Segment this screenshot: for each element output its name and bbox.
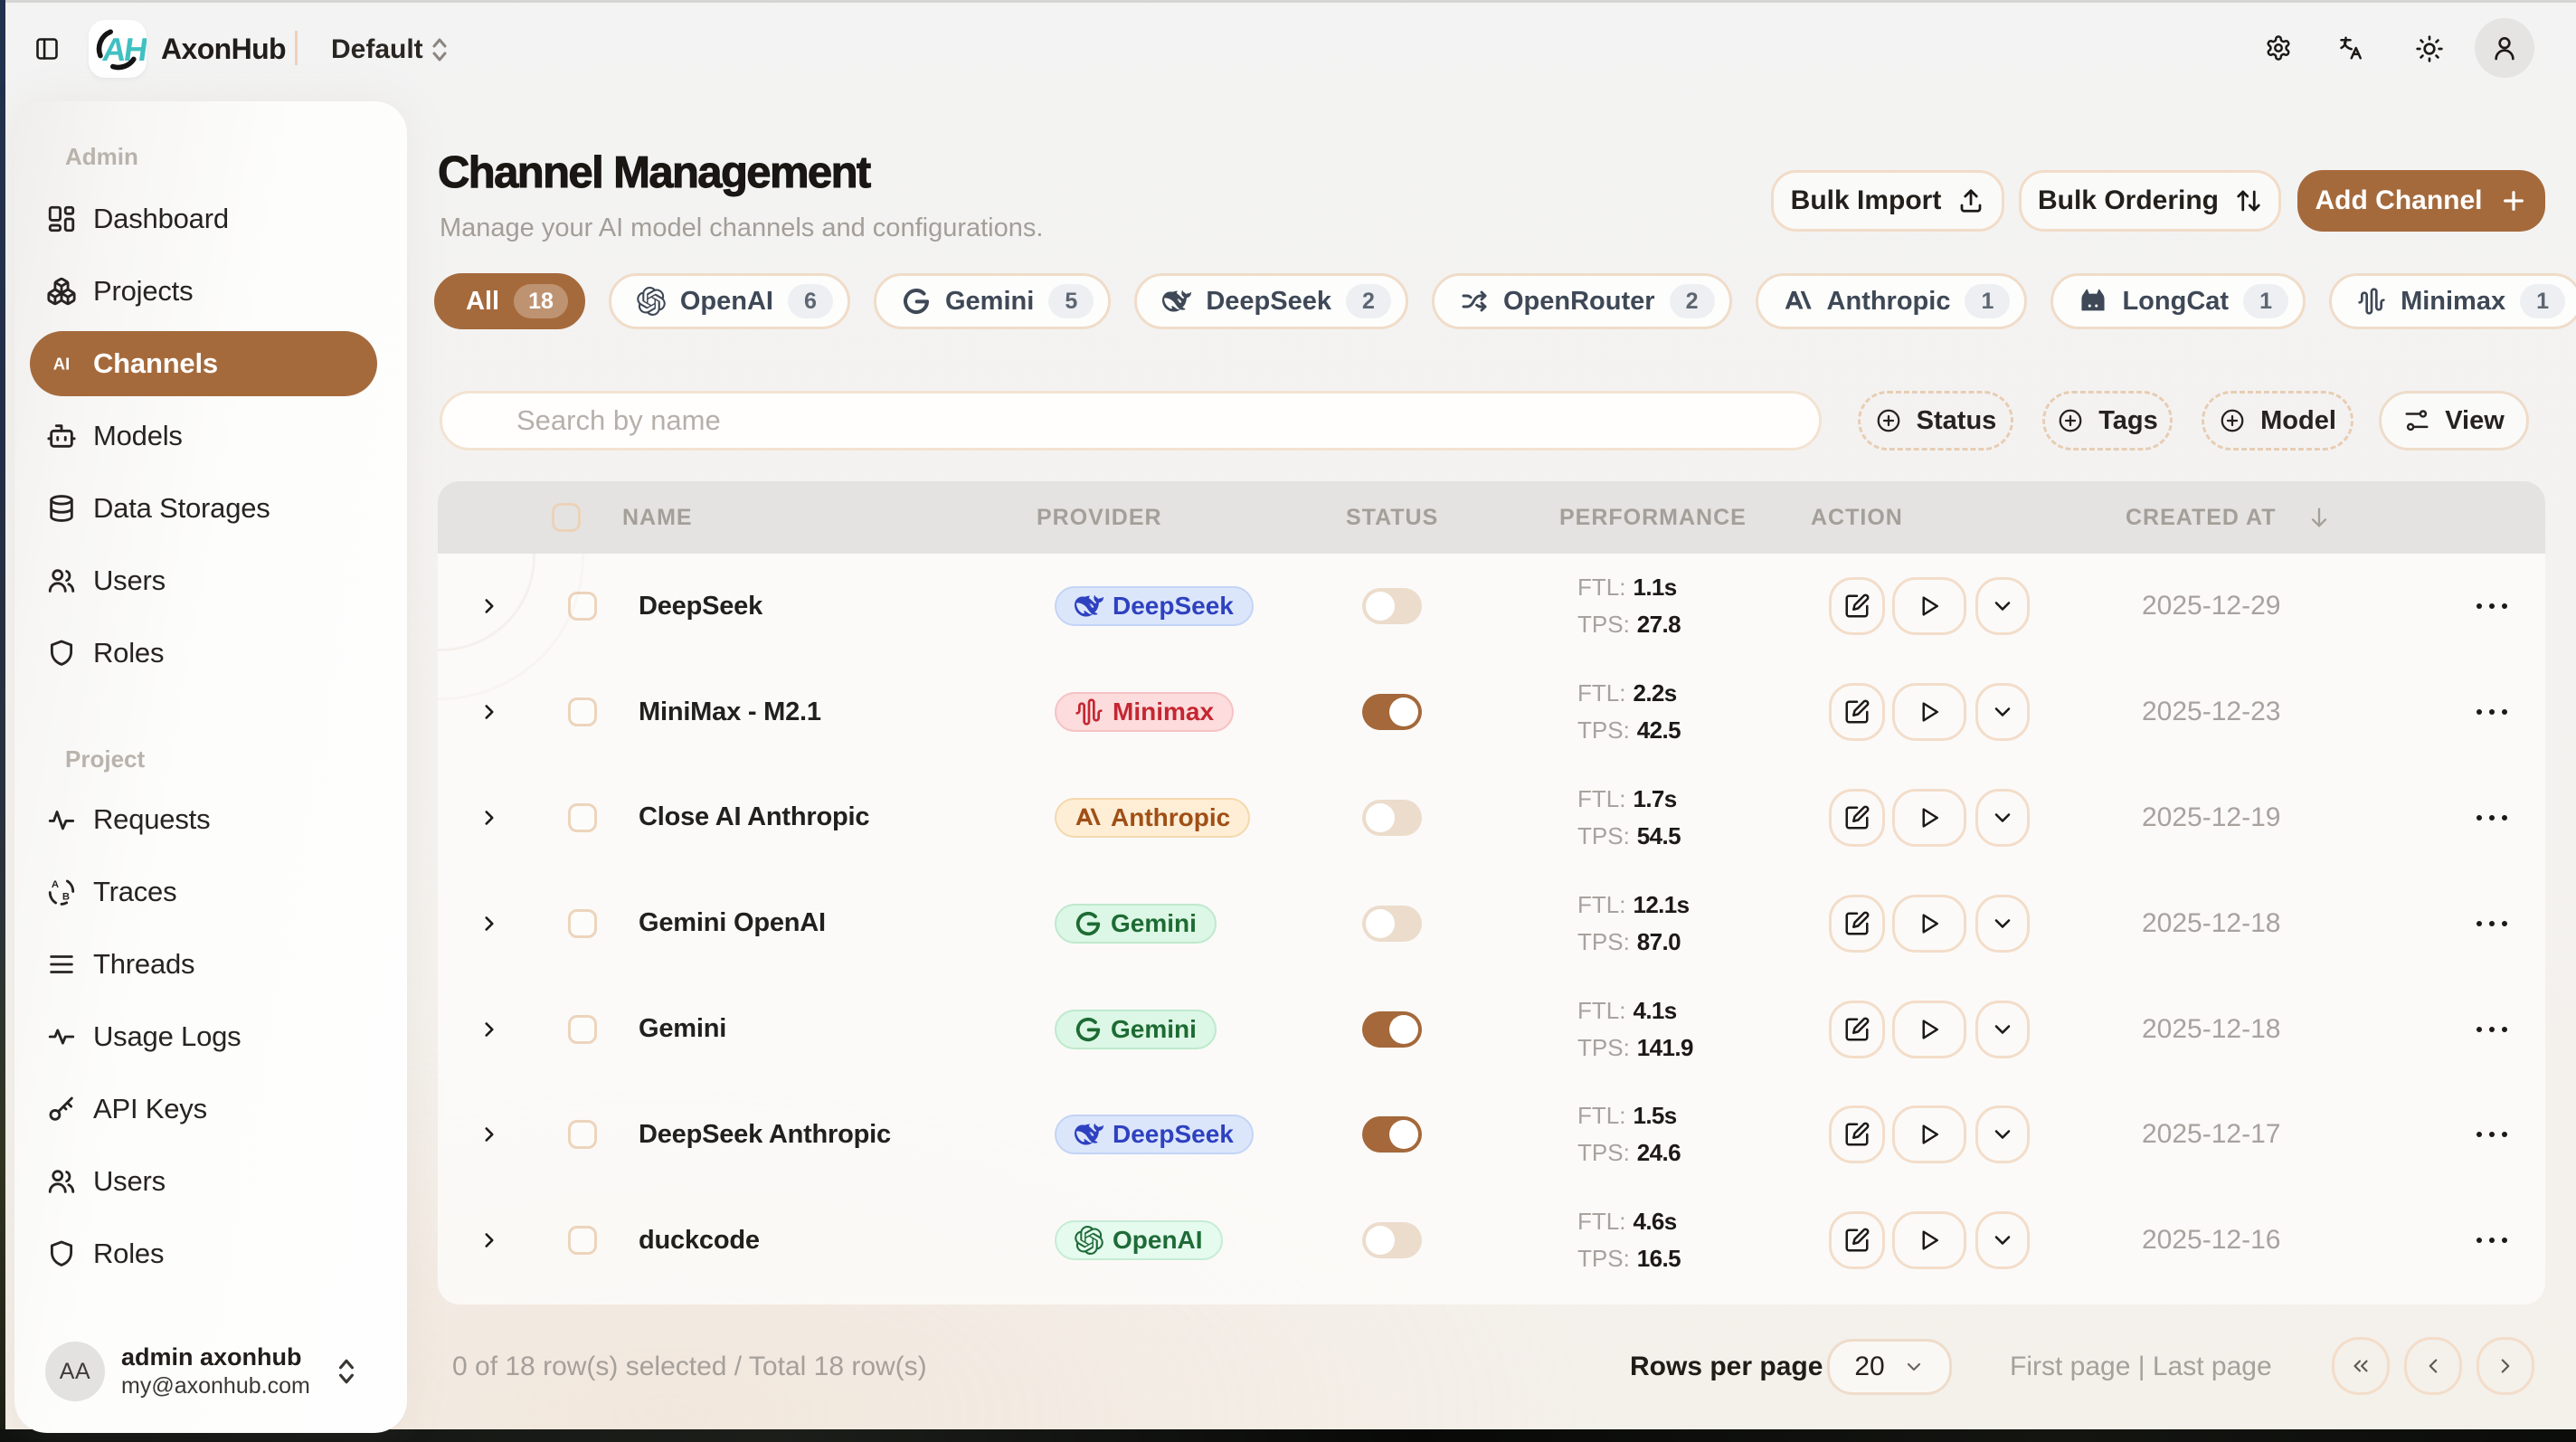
svg-text:A: A — [52, 879, 59, 890]
svg-text:B: B — [62, 892, 70, 903]
svg-text:AI: AI — [53, 354, 70, 373]
svg-text:AH: AH — [100, 31, 147, 68]
